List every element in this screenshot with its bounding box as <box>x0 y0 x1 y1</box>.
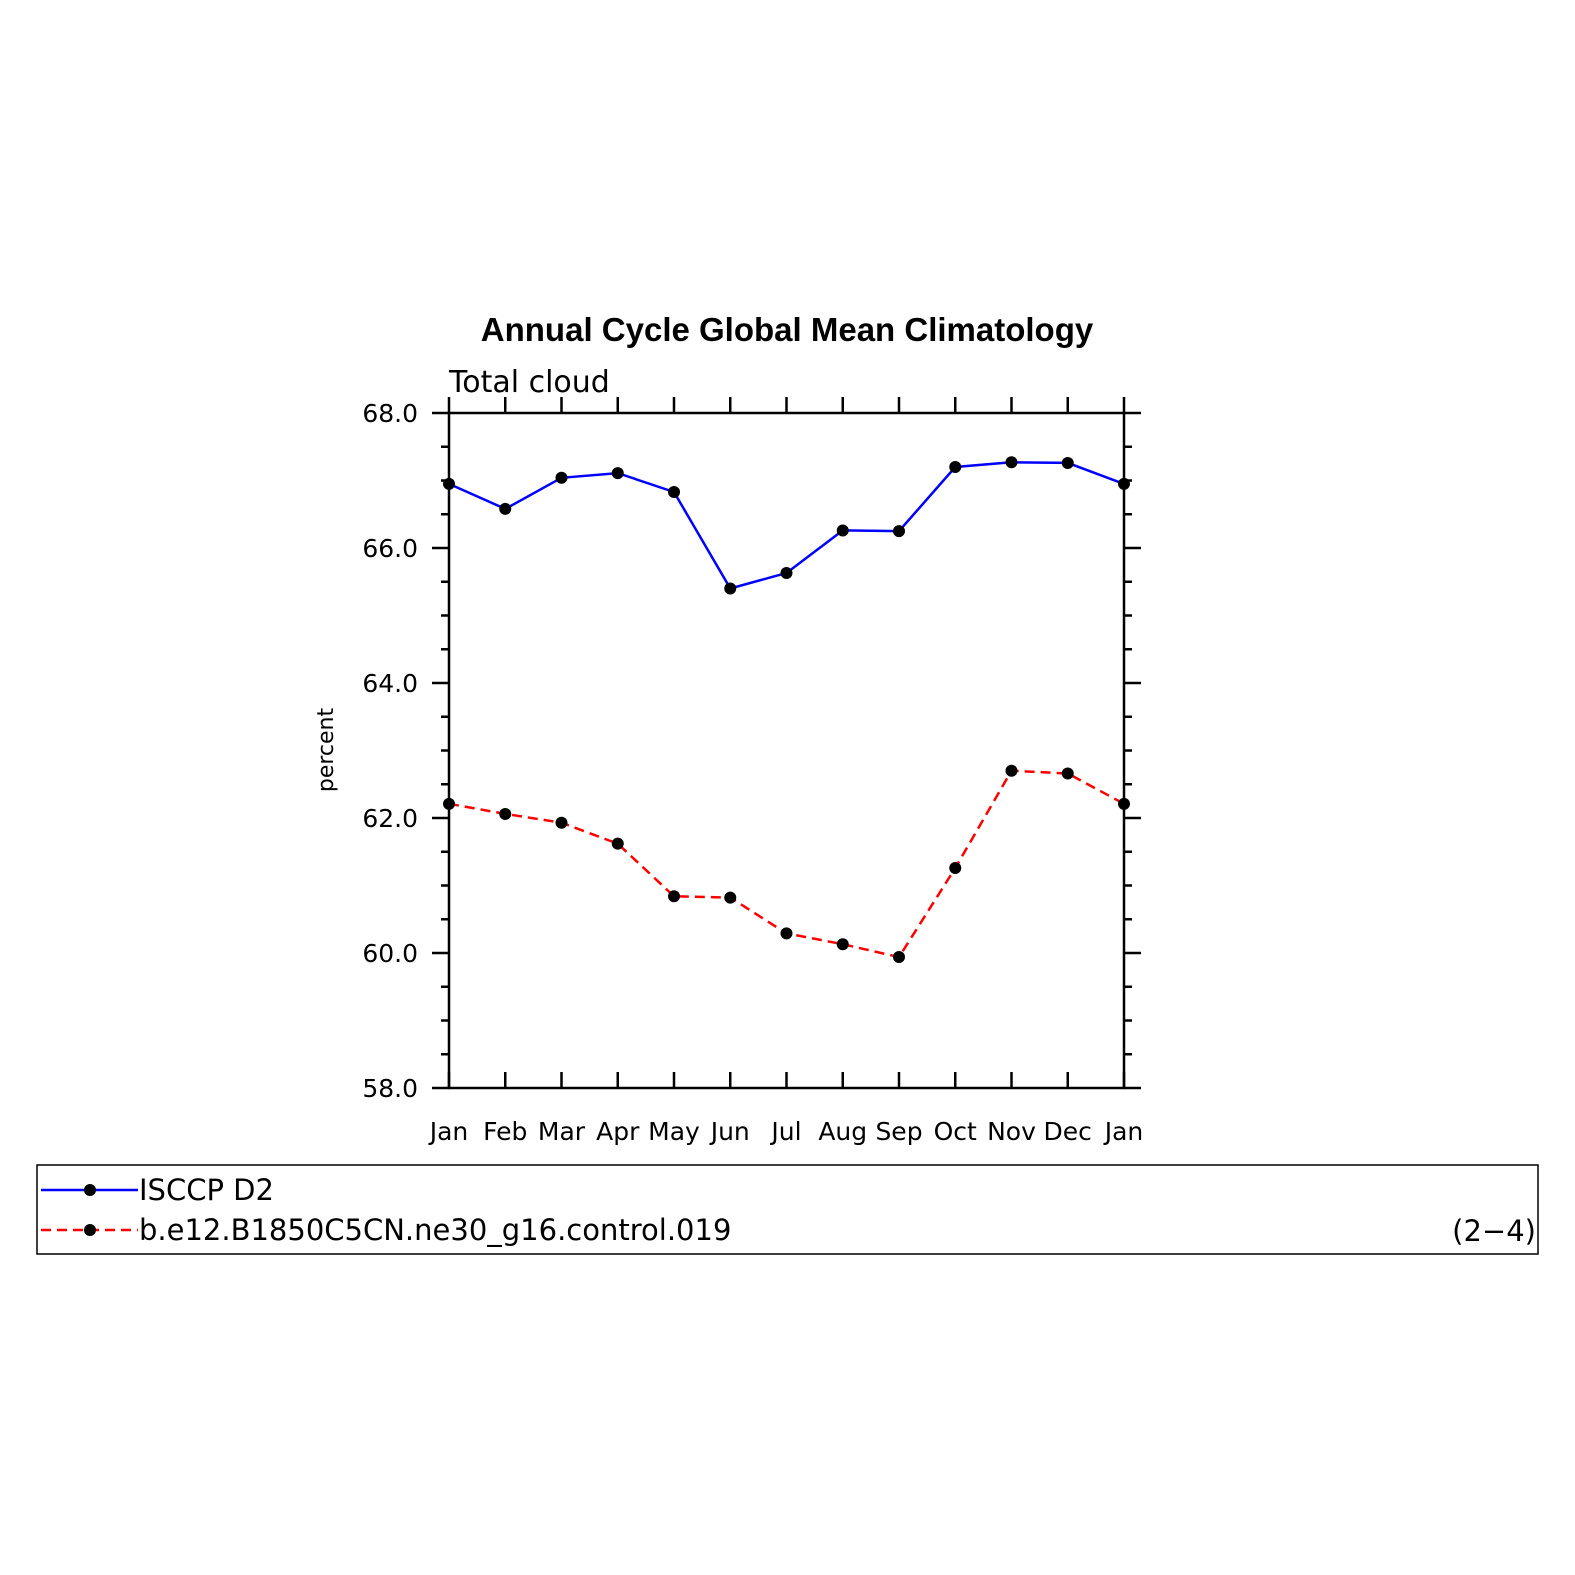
data-point <box>668 485 680 498</box>
series-layer <box>443 456 1130 964</box>
x-tick-label: Jan <box>428 1117 469 1146</box>
data-point <box>893 525 905 538</box>
legend-note: (2−4) <box>1452 1214 1536 1248</box>
data-point <box>443 797 455 810</box>
y-tick-label: 64.0 <box>362 669 418 698</box>
data-point <box>1118 477 1130 490</box>
y-tick-label: 68.0 <box>362 399 418 428</box>
y-axis-label: percent <box>314 707 339 792</box>
y-tick-label: 62.0 <box>362 804 418 833</box>
x-tick-label: Oct <box>934 1117 977 1146</box>
data-point <box>893 951 905 964</box>
data-point <box>668 890 680 903</box>
data-point <box>1005 764 1018 777</box>
data-point <box>611 467 624 480</box>
data-point <box>780 927 793 940</box>
x-tick-label: Sep <box>875 1117 922 1146</box>
x-tick-label: Apr <box>596 1117 640 1146</box>
x-tick-labels: Jan Feb Mar Apr May Jun Jul Aug Sep Oct Nov Dec Jan <box>428 1117 1144 1146</box>
series-1 <box>443 456 1130 595</box>
x-tick-label: Jan <box>1103 1117 1144 1146</box>
x-tick-label: Mar <box>538 1117 586 1146</box>
chart-subtitle: Total cloud <box>448 365 610 400</box>
y-tick-label: 60.0 <box>362 939 418 968</box>
data-point <box>836 524 849 537</box>
data-point <box>1005 456 1018 469</box>
chart-title: Annual Cycle Global Mean Climatology <box>481 311 1094 348</box>
data-point <box>499 807 512 820</box>
data-point <box>499 502 512 515</box>
plot-frame <box>447 411 1126 1090</box>
legend-label: b.e12.B1850C5CN.ne30_g16.control.019 <box>139 1213 731 1247</box>
data-point <box>1061 767 1074 780</box>
x-tick-label: May <box>648 1117 700 1146</box>
y-tick-label: 58.0 <box>362 1074 418 1103</box>
x-tick-label: Feb <box>483 1117 527 1146</box>
y-tick-labels: 58.0 60.0 62.0 64.0 66.0 68.0 <box>362 399 418 1103</box>
y-tick-label: 66.0 <box>362 534 418 563</box>
data-point <box>555 816 568 829</box>
data-point <box>724 891 737 904</box>
legend-box <box>36 1164 1539 1255</box>
legend-items: ISCCP D2 b.e12.B1850C5CN.ne30_g16.control… <box>41 1173 731 1247</box>
data-point <box>949 461 962 473</box>
data-point <box>780 566 793 579</box>
x-tick-label: Aug <box>818 1117 867 1146</box>
data-point <box>949 861 962 874</box>
x-tick-label: Dec <box>1044 1117 1092 1146</box>
series-2 <box>443 764 1130 964</box>
x-tick-label: Jun <box>709 1117 750 1146</box>
axis-ticks <box>432 397 1141 1090</box>
legend-marker <box>84 1184 96 1196</box>
data-point <box>1061 456 1074 469</box>
data-point <box>611 837 624 850</box>
legend-label: ISCCP D2 <box>139 1173 274 1207</box>
x-tick-label: Jul <box>769 1117 801 1146</box>
data-point <box>555 471 568 484</box>
x-tick-label: Nov <box>987 1117 1036 1146</box>
legend-marker <box>84 1224 96 1236</box>
data-point <box>1118 797 1130 810</box>
data-point <box>443 477 455 490</box>
data-point <box>724 582 737 595</box>
data-point <box>836 938 849 951</box>
